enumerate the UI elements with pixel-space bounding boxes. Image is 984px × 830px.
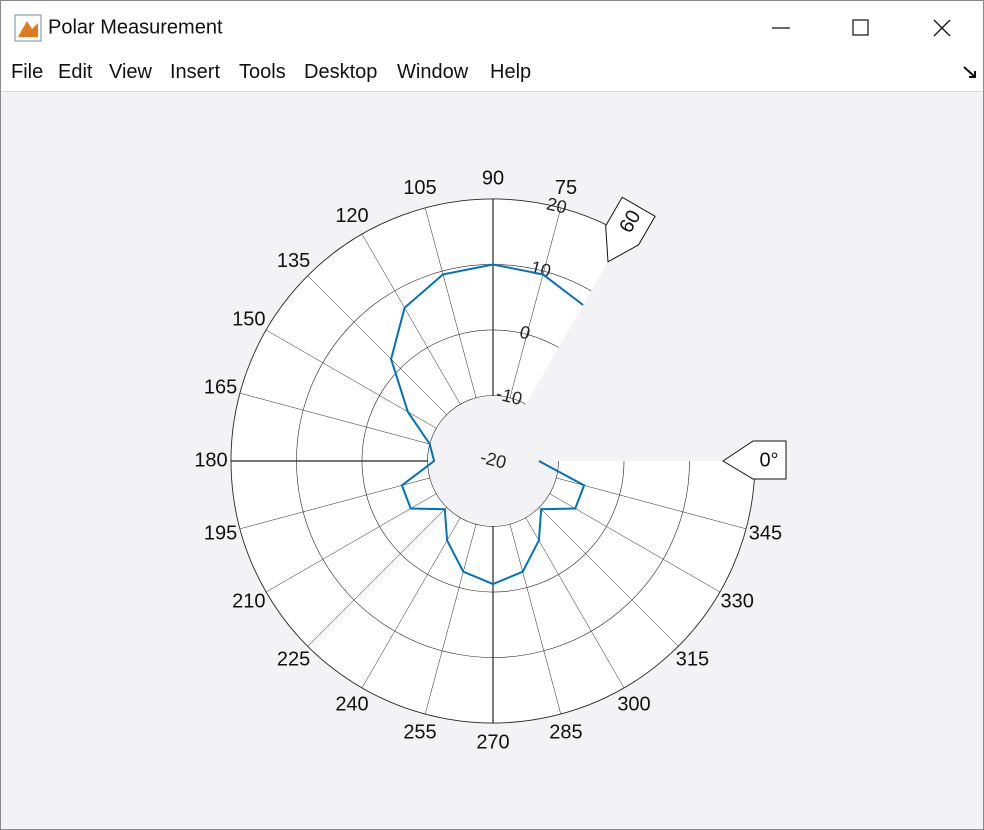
grid-spoke bbox=[424, 523, 477, 715]
theta-tick-label: 90 bbox=[482, 167, 504, 189]
grid-spoke bbox=[549, 493, 721, 593]
grid-spoke bbox=[307, 506, 448, 647]
polar-chart: 75 90 105 120 135 150 165 180 195 210 225 240 255 270… bbox=[194, 167, 787, 753]
theta-tick-label: 105 bbox=[403, 177, 436, 199]
menu-item[interactable]: View bbox=[109, 61, 152, 83]
grid-spoke bbox=[307, 275, 448, 416]
theta-tick-label: 300 bbox=[617, 694, 650, 716]
menu-item[interactable]: Desktop bbox=[304, 61, 378, 83]
close-button[interactable] bbox=[933, 19, 951, 37]
theta-tick-label: 225 bbox=[277, 649, 310, 671]
span-marker-box bbox=[722, 440, 787, 480]
menu-bar: File Edit View Insert Tools Desktop Window Help bbox=[1, 53, 983, 92]
theta-tick-label: 345 bbox=[749, 522, 782, 544]
pattern-line bbox=[390, 263, 586, 586]
span-wedge bbox=[493, 233, 756, 461]
maximize-button[interactable] bbox=[852, 19, 869, 36]
span-marker-box bbox=[605, 196, 656, 263]
theta-tick-label: 315 bbox=[676, 649, 709, 671]
span-marker[interactable]: 60 bbox=[591, 196, 656, 271]
title-bar: Polar Measurement bbox=[1, 1, 983, 53]
grid-spoke bbox=[509, 523, 562, 715]
theta-tick-label: 285 bbox=[549, 722, 582, 744]
span-marker[interactable]: 0° bbox=[722, 440, 787, 480]
grid-spoke bbox=[424, 207, 477, 399]
menu-item[interactable]: Help bbox=[490, 61, 532, 83]
grid-spoke bbox=[361, 517, 461, 689]
grid-spoke bbox=[361, 233, 461, 405]
theta-tick-label: 210 bbox=[232, 590, 265, 612]
dock-arrow[interactable] bbox=[961, 63, 981, 83]
grid-spoke bbox=[509, 207, 562, 399]
theta-tick-label: 330 bbox=[721, 590, 754, 612]
grid-spoke bbox=[555, 477, 747, 530]
r-tick-label: 20 bbox=[545, 193, 569, 217]
grid-spoke bbox=[239, 392, 431, 445]
menu-item[interactable]: Insert bbox=[170, 61, 221, 83]
theta-tick-label: 270 bbox=[476, 731, 509, 753]
grid-spoke bbox=[239, 477, 431, 530]
theta-tick-label: 195 bbox=[204, 522, 237, 544]
theta-tick-label: 240 bbox=[335, 694, 368, 716]
theta-tick-label: 135 bbox=[277, 250, 310, 272]
menu-item[interactable]: Window bbox=[397, 61, 469, 83]
menu-item[interactable]: Edit bbox=[58, 61, 93, 83]
grid-spoke bbox=[265, 493, 437, 593]
menu-item[interactable]: Tools bbox=[239, 61, 286, 83]
theta-tick-label: 255 bbox=[403, 722, 436, 744]
theta-tick-label: 120 bbox=[335, 205, 368, 227]
theta-tick-label: 165 bbox=[204, 376, 237, 398]
menu-item[interactable]: File bbox=[11, 61, 44, 83]
span-marker-label: 0° bbox=[759, 449, 778, 471]
theta-tick-label: 150 bbox=[232, 308, 265, 330]
theta-tick-label: 75 bbox=[555, 177, 577, 199]
app-icon-shape bbox=[18, 21, 38, 37]
grid-spoke bbox=[525, 517, 625, 689]
grid-spoke bbox=[538, 506, 679, 647]
window-title: Polar Measurement bbox=[48, 16, 223, 38]
r-tick-label: 0 bbox=[518, 322, 533, 344]
r-tick-label: 10 bbox=[529, 257, 553, 281]
title-icons: Polar Measurement bbox=[14, 14, 951, 42]
center-hole bbox=[428, 396, 558, 526]
theta-tick-label: 180 bbox=[194, 449, 227, 471]
